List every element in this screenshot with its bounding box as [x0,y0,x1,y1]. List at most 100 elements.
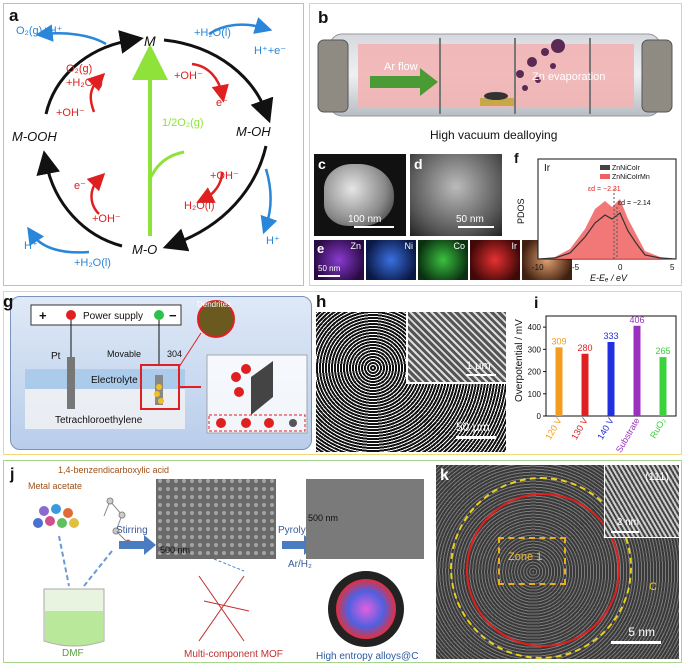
svg-text:+H₂O(l): +H₂O(l) [66,77,103,89]
panel-i-chart: 0 100 200 300 400 309 120 V 280 130 V 333 140 V 40… [514,295,677,454]
svg-text:−: − [169,308,177,323]
svg-text:Multi-component MOF: Multi-component MOF [184,649,283,660]
zn-evap-label: Zn evaporation [532,71,605,83]
svg-text:Dendrites: Dendrites [197,300,231,309]
panel-bf: Ar flow Zn evaporation High vacuum deall… [309,3,682,286]
svg-text:Electrolyte: Electrolyte [91,375,138,386]
svg-text:Power supply: Power supply [83,311,143,322]
svg-text:H⁺: H⁺ [266,235,280,247]
node-m-oh: M-OH [236,124,271,139]
svg-text:O₂(g)+H⁺: O₂(g)+H⁺ [16,25,63,37]
panel-h-image: 1 μm 50 μm [316,312,506,452]
svg-text:O₂(g): O₂(g) [66,63,92,75]
svg-text:1/2O₂(g): 1/2O₂(g) [162,117,204,129]
svg-text:+OH⁻: +OH⁻ [92,213,121,225]
svg-text:ZnNiCoIr: ZnNiCoIr [612,165,641,172]
cycle-arrow-top-left [44,30,144,115]
ar-flow-label: Ar flow [384,61,418,73]
chart-i-ytick-label: 400 [528,323,542,332]
panel-g: + − Power supply Pt Movable 304 Electrol… [10,296,312,450]
eds-co: Co [418,240,468,280]
svg-text:High entropy alloys@C: High entropy alloys@C [316,651,418,661]
panel-gi: + − Power supply Pt Movable 304 Electrol… [3,291,682,455]
svg-text:εd = −2.31: εd = −2.31 [588,186,621,193]
chart-i-category-label: 140 V [595,416,615,441]
node-m-ooh: M-OOH [12,129,57,144]
chart-i-bar [607,342,615,416]
svg-text:Tetrachloroethylene: Tetrachloroethylene [55,415,143,426]
eds-ir: Ir [470,240,520,280]
panel-d-image: 50 nm d [410,154,502,236]
panel-a-diagram: M M-OH M-O M-OOH +H₂O(l) H⁺+e⁻ +OH⁻ e⁻ O… [12,17,286,269]
panel-label-h: h [316,292,327,311]
node-m-o: M-O [132,242,157,257]
svg-text:+H₂O(l): +H₂O(l) [74,257,111,269]
svg-text:500 nm: 500 nm [308,513,338,523]
svg-text:+H₂O(l): +H₂O(l) [194,27,231,39]
panel-label-a: a [9,6,19,25]
chart-i-ytick-label: 200 [528,368,542,377]
chart-i-value-label: 265 [655,346,670,356]
svg-text:H⁺+e⁻: H⁺+e⁻ [254,45,286,57]
chart-i-value-label: 309 [551,336,566,346]
svg-text:f: f [514,150,519,166]
svg-text:Ar/H₂: Ar/H₂ [288,559,312,570]
svg-text:1,4-benzendicarboxylic acid: 1,4-benzendicarboxylic acid [58,465,169,475]
panel-b-illustration: Ar flow Zn evaporation High vacuum deall… [317,33,673,142]
cycle-arrow-top-right [163,38,274,124]
svg-text:5: 5 [670,263,675,272]
chart-i-category-label: Substrate [614,416,642,454]
svg-text:Metal acetate: Metal acetate [28,481,82,491]
svg-text:PDOS: PDOS [516,198,526,224]
svg-text:Stirring: Stirring [116,525,148,536]
chart-i-category-label: 120 V [543,416,563,441]
panel-f-pdos: ZnNiCoIr ZnNiCoIrMn Ir εd = −2.31 εd = −… [514,150,677,283]
panel-jk: j 1,4-benzendicarboxylic acid Metal acet… [3,460,682,663]
eds-ni: Ni [366,240,416,280]
panel-k-image: Zone 1 (111) 2 nm C 5 nm k [436,465,679,659]
svg-text:-5: -5 [572,263,580,272]
cycle-arrow-bottom-left [36,150,123,248]
chart-i-bar [659,357,667,416]
panel-a: M M-OH M-O M-OOH +H₂O(l) H⁺+e⁻ +OH⁻ e⁻ O… [3,3,304,286]
svg-text:304: 304 [167,349,182,359]
svg-text:H₂O(l): H₂O(l) [184,200,215,212]
svg-text:+OH⁻: +OH⁻ [56,107,85,119]
svg-text:Ir: Ir [544,163,551,174]
dealloying-caption: High vacuum dealloying [430,128,557,142]
chart-i-bar [633,325,641,416]
chart-i-value-label: 406 [629,315,644,325]
svg-text:e⁻: e⁻ [74,180,86,192]
svg-text:DMF: DMF [62,648,84,659]
panel-g-illustration: + − Power supply Pt Movable 304 Electrol… [25,300,308,434]
svg-text:ZnNiCoIrMn: ZnNiCoIrMn [612,174,650,181]
svg-text:-10: -10 [532,263,544,272]
chart-i-category-label: RuO₂ [648,416,668,440]
svg-text:0: 0 [618,263,623,272]
chart-i-value-label: 280 [577,343,592,353]
svg-text:j: j [9,466,14,483]
node-m: M [144,33,156,49]
chart-i-ytick-label: 300 [528,345,542,354]
panel-label-b: b [318,8,329,27]
chart-i-value-label: 333 [603,331,618,341]
panel-label-i: i [534,295,538,312]
chart-i-bar [581,353,589,416]
svg-text:Movable: Movable [107,349,141,359]
svg-text:+: + [39,308,47,323]
eds-zn: Zn [314,240,364,280]
svg-text:e⁻: e⁻ [216,97,228,109]
chart-i-ytick-label: 100 [528,390,542,399]
panel-c-image: 100 nm c [314,154,406,236]
chart-i-ylabel: Overpotential / mV [514,319,525,402]
svg-text:500 nm: 500 nm [160,545,190,555]
cycle-arrow-bottom-right [162,145,268,252]
chart-i-ytick-label: 0 [537,412,542,421]
chart-i-bar [555,347,563,416]
svg-text:H⁺: H⁺ [24,240,38,252]
svg-text:+OH⁻: +OH⁻ [210,170,239,182]
svg-text:Pt: Pt [51,351,61,362]
panel-j-illustration: j 1,4-benzendicarboxylic acid Metal acet… [9,465,424,661]
chart-i-category-label: 130 V [569,416,589,441]
